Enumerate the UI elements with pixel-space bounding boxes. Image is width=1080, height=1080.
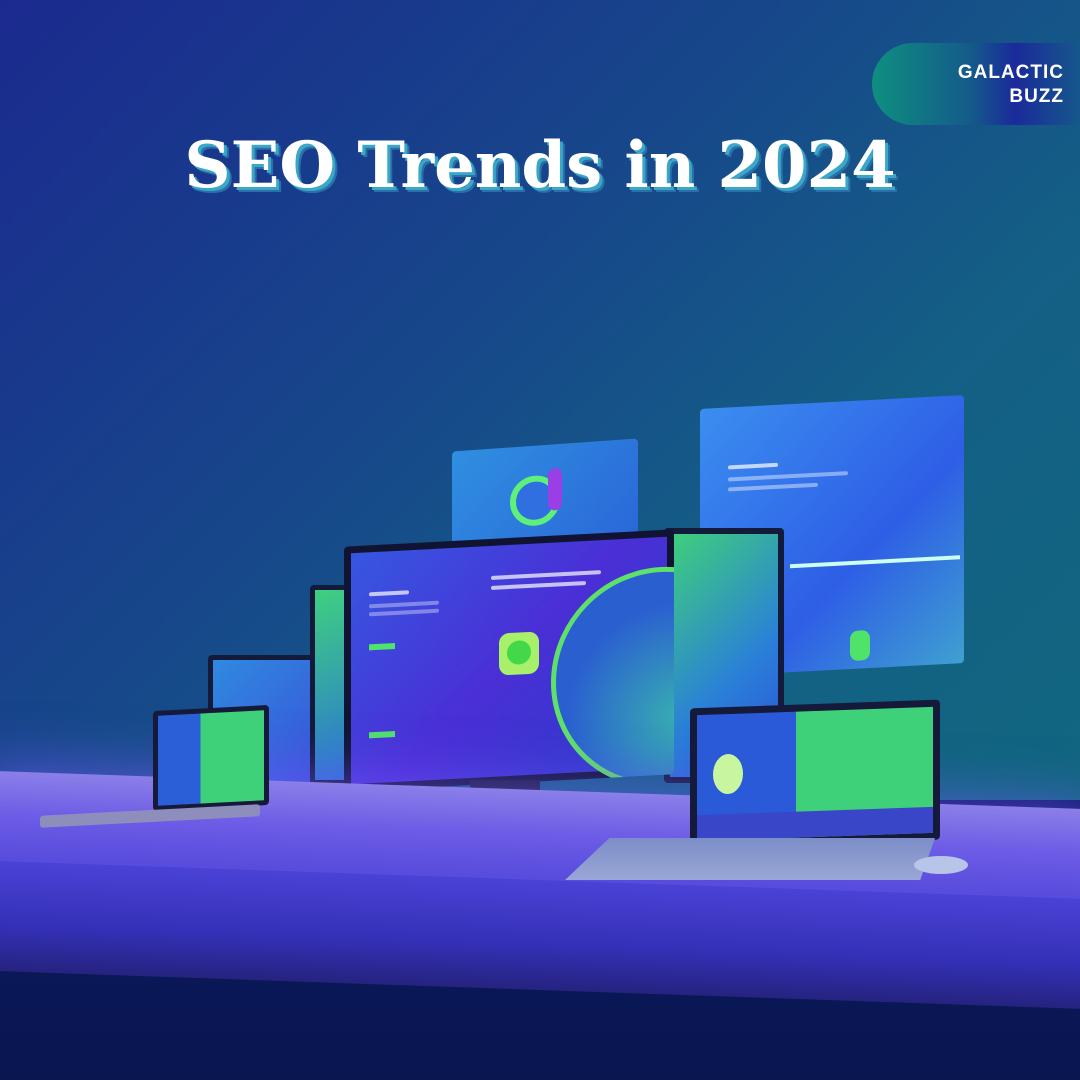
laptop-left [153, 704, 269, 812]
page-title: SEO Trends in 2024 [184, 128, 896, 203]
logo-text: GALACTIC BUZZ [957, 62, 1064, 107]
laptop-right [690, 699, 940, 849]
laptop-right-keyboard [565, 838, 935, 880]
mouse [914, 856, 968, 874]
logo-badge: GALACTIC BUZZ [872, 43, 1080, 125]
main-monitor [344, 529, 674, 792]
